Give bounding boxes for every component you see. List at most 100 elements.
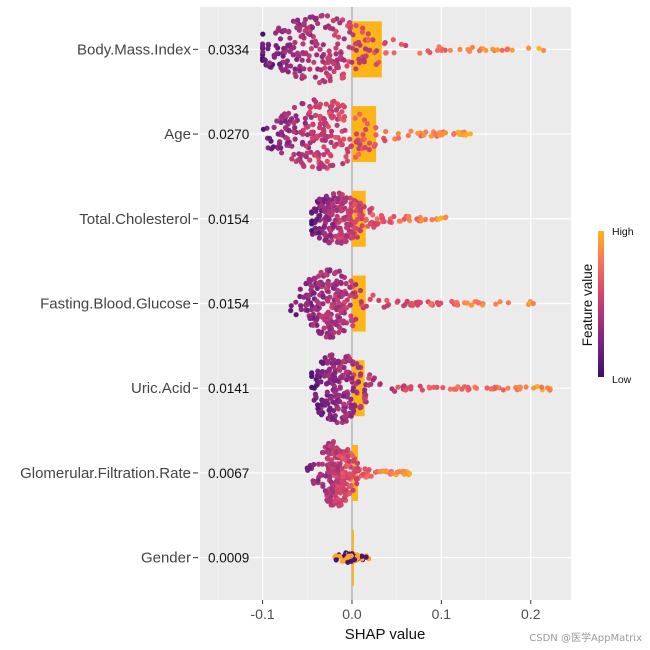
- shap-point: [282, 118, 288, 124]
- shap-point: [311, 480, 317, 486]
- shap-point: [339, 273, 345, 279]
- shap-point: [326, 48, 332, 54]
- shap-point: [321, 373, 328, 379]
- shap-point: [359, 29, 365, 35]
- shap-point: [334, 239, 340, 245]
- shap-point: [332, 217, 338, 224]
- shap-point: [447, 386, 453, 392]
- shap-point: [328, 133, 334, 139]
- shap-point: [338, 208, 344, 214]
- shap-point: [341, 328, 347, 334]
- shap-point: [321, 225, 327, 231]
- shap-point: [316, 330, 322, 336]
- shap-point: [530, 300, 536, 307]
- shap-point: [337, 398, 343, 405]
- shap-point: [358, 299, 364, 305]
- shap-point: [328, 153, 334, 159]
- shap-point: [340, 56, 346, 63]
- shap-point: [350, 230, 356, 236]
- shap-point: [344, 158, 351, 164]
- shap-point: [277, 139, 283, 145]
- shap-point: [289, 116, 295, 122]
- shap-point: [316, 196, 323, 202]
- shap-point: [287, 35, 293, 41]
- shap-point: [333, 51, 339, 57]
- color-legend: Feature value High Low: [580, 226, 634, 386]
- shap-point: [278, 145, 284, 151]
- shap-point: [334, 64, 340, 70]
- shap-point: [340, 292, 346, 298]
- shap-point: [312, 16, 318, 22]
- shap-point: [317, 46, 323, 52]
- shap-point: [302, 28, 308, 34]
- shap-point: [330, 191, 337, 197]
- shap-point: [395, 131, 401, 137]
- shap-point: [505, 385, 511, 391]
- shap-point: [323, 214, 329, 220]
- shap-point: [326, 240, 332, 246]
- shap-point: [337, 487, 343, 493]
- shap-point: [328, 326, 334, 332]
- shap-point: [338, 116, 344, 122]
- shap-point: [356, 151, 362, 157]
- shap-point: [387, 219, 393, 225]
- shap-point: [394, 469, 400, 475]
- shap-point: [340, 474, 346, 480]
- shap-point: [466, 48, 473, 55]
- shap-point: [309, 135, 315, 141]
- shap-point: [350, 385, 356, 391]
- shap-point: [340, 305, 346, 311]
- shap-point: [323, 334, 329, 340]
- shap-point: [358, 371, 364, 377]
- shap-point: [352, 469, 358, 475]
- shap-point: [281, 45, 287, 52]
- shap-point: [312, 74, 318, 80]
- shap-point: [260, 31, 266, 37]
- shap-point: [384, 297, 390, 303]
- shap-point: [309, 24, 315, 31]
- shap-point: [309, 164, 316, 170]
- shap-point: [361, 136, 367, 142]
- shap-point: [341, 215, 347, 221]
- shap-point: [347, 471, 353, 477]
- shap-point: [330, 440, 336, 446]
- shap-point: [300, 139, 306, 145]
- shap-point: [298, 303, 304, 309]
- shap-point: [333, 28, 339, 34]
- shap-point: [364, 121, 370, 127]
- shap-point: [343, 154, 349, 160]
- shap-point: [415, 299, 421, 305]
- shap-point: [362, 144, 368, 150]
- shap-point: [365, 31, 371, 37]
- shap-point: [367, 220, 374, 226]
- shap-point: [348, 278, 354, 284]
- shap-point: [341, 408, 348, 414]
- shap-point: [313, 206, 319, 212]
- shap-point: [357, 228, 363, 234]
- shap-point: [494, 47, 500, 53]
- shap-point: [348, 482, 354, 489]
- shap-point: [304, 132, 310, 138]
- shap-point: [336, 268, 342, 274]
- shap-point: [308, 46, 314, 52]
- shap-point: [330, 18, 336, 24]
- shap-point: [348, 413, 354, 419]
- shap-point: [345, 216, 351, 222]
- shap-point: [343, 354, 349, 360]
- shap-point: [288, 307, 294, 314]
- shap-point: [315, 20, 321, 27]
- shap-point: [311, 59, 317, 65]
- shap-point: [381, 218, 387, 224]
- shap-point: [333, 553, 339, 559]
- shap-point: [362, 466, 368, 472]
- shap-point: [345, 553, 351, 559]
- shap-point: [327, 25, 333, 31]
- shap-point: [363, 126, 369, 133]
- shap-point: [336, 359, 342, 365]
- shap-point: [334, 122, 340, 128]
- shap-point: [323, 285, 329, 291]
- shap-point: [279, 113, 285, 119]
- shap-point: [304, 300, 310, 306]
- shap-point: [357, 111, 363, 117]
- shap-point: [339, 142, 345, 148]
